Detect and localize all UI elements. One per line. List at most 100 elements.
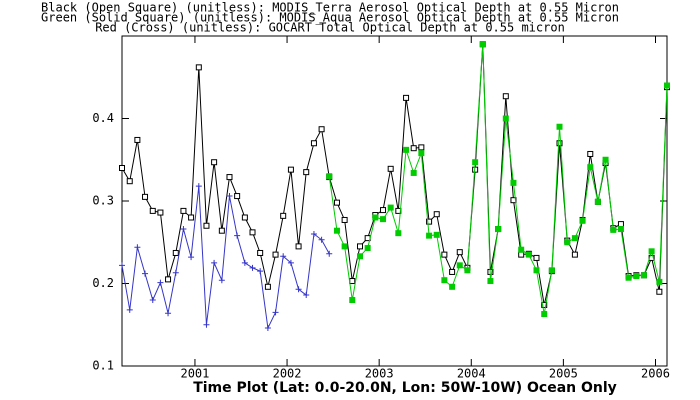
point-marker — [418, 150, 425, 157]
point-marker — [664, 82, 670, 89]
point-marker — [380, 216, 387, 223]
point-marker — [172, 249, 179, 256]
point-marker — [502, 115, 509, 122]
point-marker — [518, 251, 525, 258]
point-marker — [165, 276, 172, 283]
point-marker — [188, 214, 195, 221]
point-marker — [602, 156, 609, 163]
point-marker — [249, 229, 256, 236]
point-marker — [357, 253, 364, 260]
point-marker — [579, 217, 586, 224]
series-line — [121, 186, 330, 330]
point-marker — [556, 140, 563, 147]
point-marker — [510, 179, 517, 186]
point-marker — [241, 259, 248, 266]
point-marker — [280, 212, 287, 219]
point-marker — [326, 250, 333, 257]
point-marker — [341, 216, 348, 223]
point-marker — [525, 251, 532, 258]
point-marker — [172, 269, 179, 276]
point-marker — [218, 277, 225, 284]
point-marker — [456, 262, 463, 269]
point-marker — [195, 183, 202, 190]
point-marker — [587, 150, 594, 157]
point-marker — [119, 165, 125, 171]
point-marker — [571, 251, 578, 258]
point-marker — [487, 278, 494, 285]
legend-entry: Green (Solid Square) (unitless): MODIS_A… — [41, 11, 619, 25]
point-marker — [656, 288, 663, 295]
point-marker — [318, 126, 325, 133]
point-marker — [441, 277, 448, 284]
point-marker — [333, 227, 340, 234]
point-marker — [349, 278, 356, 285]
point-marker — [403, 146, 410, 153]
x-tick-label: 2002 — [273, 367, 302, 381]
point-marker — [264, 325, 271, 332]
point-marker — [449, 268, 456, 275]
point-marker — [142, 193, 149, 200]
point-marker — [295, 243, 302, 250]
point-marker — [357, 243, 364, 250]
point-marker — [203, 321, 210, 328]
point-marker — [433, 231, 440, 238]
point-marker — [211, 259, 218, 266]
y-tick-label: 0.4 — [92, 111, 114, 125]
point-marker — [548, 267, 555, 274]
y-tick-label: 0.3 — [92, 194, 114, 208]
point-marker — [303, 292, 310, 299]
point-marker — [571, 235, 578, 242]
point-marker — [226, 193, 233, 200]
point-marker — [218, 227, 225, 234]
point-marker — [310, 231, 317, 237]
point-marker — [533, 267, 540, 274]
point-marker — [241, 214, 248, 221]
point-marker — [625, 274, 632, 281]
point-marker — [249, 264, 256, 271]
point-marker — [272, 251, 279, 258]
point-marker — [594, 198, 601, 205]
point-marker — [295, 286, 302, 293]
point-marker — [617, 226, 624, 233]
point-marker — [310, 140, 317, 147]
point-marker — [587, 164, 594, 171]
point-marker — [479, 41, 486, 48]
point-marker — [648, 248, 655, 255]
x-axis-title: Time Plot (Lat: 0.0-20.0N, Lon: 50W-10W)… — [193, 380, 617, 396]
point-marker — [410, 169, 417, 176]
point-marker — [472, 159, 479, 166]
point-marker — [349, 297, 356, 303]
point-marker — [280, 253, 287, 260]
point-marker — [126, 306, 133, 313]
y-tick-label: 0.1 — [92, 359, 114, 373]
point-marker — [464, 267, 471, 274]
point-marker — [203, 222, 210, 229]
point-marker — [226, 174, 233, 181]
point-marker — [134, 136, 141, 143]
point-marker — [264, 283, 271, 290]
point-marker — [633, 273, 640, 280]
x-tick-label: 2003 — [365, 367, 394, 381]
point-marker — [195, 64, 202, 71]
point-marker — [272, 309, 279, 316]
point-marker — [433, 211, 440, 218]
point-marker — [418, 144, 425, 151]
point-marker — [556, 123, 563, 130]
series-line — [121, 44, 668, 306]
point-marker — [395, 230, 402, 237]
x-tick-label: 2005 — [549, 367, 578, 381]
x-tick-label: 2004 — [457, 367, 486, 381]
point-marker — [564, 239, 571, 246]
point-marker — [449, 283, 456, 290]
point-marker — [126, 178, 133, 185]
point-marker — [518, 246, 525, 253]
point-marker — [617, 221, 624, 228]
point-marker — [533, 254, 540, 261]
point-marker — [341, 243, 348, 250]
point-marker — [426, 218, 433, 225]
point-marker — [403, 94, 410, 101]
point-marker — [180, 207, 187, 214]
legend-entry: Red (Cross) (unitless): GOCART Total Opt… — [95, 21, 565, 35]
point-marker — [333, 199, 340, 206]
